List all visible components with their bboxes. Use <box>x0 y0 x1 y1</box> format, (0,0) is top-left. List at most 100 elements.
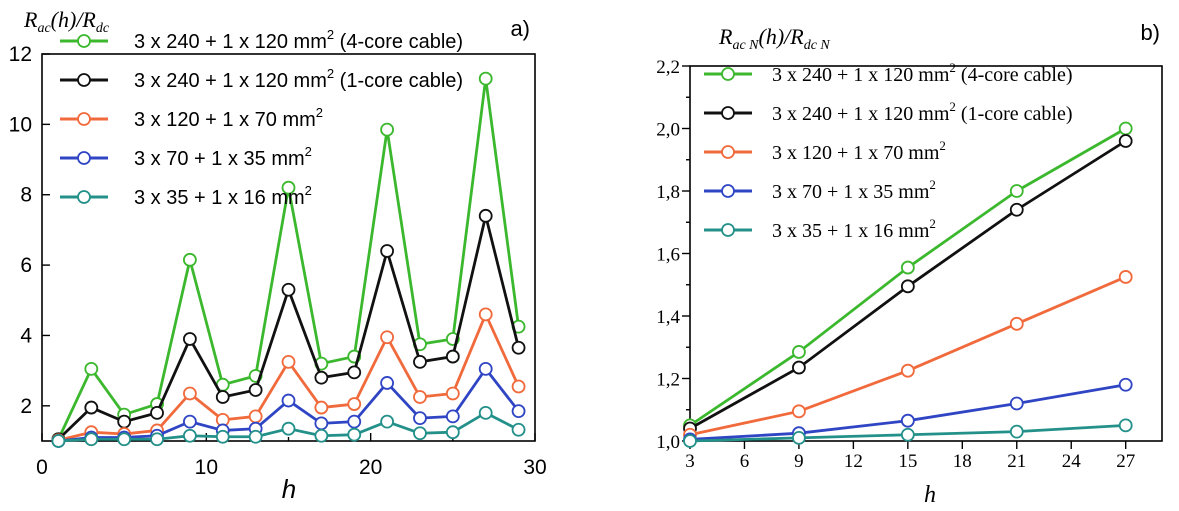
y-tick-label: 1,2 <box>656 370 680 391</box>
chart-panel-b: 3 6 9 12 15 18 21 24 27 1,0 1,2 1,4 1,6 1,8 2,0 2,2 Rac … <box>656 20 1163 508</box>
x-tick-label: 27 <box>1116 451 1135 472</box>
data-point <box>1118 134 1133 148</box>
data-point <box>445 409 460 424</box>
legend-swatch-marker <box>77 190 91 204</box>
data-point <box>1118 418 1133 433</box>
data-point <box>314 416 329 431</box>
data-point <box>51 434 66 448</box>
legend-label-tail: (4-core cable) <box>956 64 1073 86</box>
x-tick-label: 9 <box>794 451 804 472</box>
legend-label-main: 3 x 240 + 1 x 120 mm <box>134 31 327 53</box>
legend-label: 3 x 240 + 1 x 120 mm2 (4-core cable) <box>772 60 1073 86</box>
legend-label-sup: 2 <box>929 216 936 231</box>
y-label-r1: R <box>23 7 38 32</box>
data-point <box>347 365 362 380</box>
data-point <box>792 360 806 375</box>
data-point <box>314 428 329 443</box>
y-axis-label: Rac(h)/Rdc <box>23 7 110 36</box>
legend-label-sup: 2 <box>305 144 312 159</box>
legend-label: 3 x 35 + 1 x 16 mm2 <box>134 183 312 209</box>
data-point <box>248 383 263 397</box>
data-point <box>413 354 427 369</box>
legend-label: 3 x 120 + 1 x 70 mm2 <box>772 138 946 164</box>
data-point <box>792 404 806 419</box>
data-point <box>281 354 296 369</box>
data-point <box>900 279 915 294</box>
data-point <box>900 363 915 378</box>
y-label-mid: (h)/R <box>51 7 97 32</box>
legend-label: 3 x 70 + 1 x 35 mm2 <box>134 144 312 170</box>
y-tick-label: 2,0 <box>656 120 680 141</box>
y-tick-label: 2 <box>20 395 32 418</box>
y-label-r1: R <box>718 24 733 49</box>
data-point <box>380 414 395 429</box>
data-point <box>281 282 296 297</box>
legend-label-sup: 2 <box>949 99 956 114</box>
y-tick-label: 10 <box>9 113 32 136</box>
data-point <box>511 422 526 437</box>
data-point <box>1118 270 1133 284</box>
data-point <box>215 429 230 444</box>
legend-label-sup: 2 <box>327 27 334 42</box>
data-point <box>445 386 460 401</box>
y-tick-label: 2,2 <box>656 57 680 78</box>
legend-label-sup: 2 <box>929 177 936 192</box>
legend-swatch-marker <box>721 67 735 81</box>
data-point <box>150 405 164 420</box>
x-tick-label: 20 <box>359 456 382 479</box>
x-tick-label: 6 <box>740 451 750 472</box>
legend-swatch-marker <box>77 151 91 165</box>
legend-label-main: 3 x 240 + 1 x 120 mm <box>772 103 950 125</box>
legend-label-main: 3 x 70 + 1 x 35 mm <box>134 148 305 170</box>
data-point <box>248 409 263 424</box>
data-point <box>478 405 493 420</box>
legend-label: 3 x 240 + 1 x 120 mm2 (4-core cable) <box>134 27 463 53</box>
data-point <box>380 244 395 258</box>
data-point <box>84 432 99 447</box>
data-point <box>792 345 806 359</box>
x-axis-label: h <box>924 482 936 508</box>
data-point <box>900 260 915 275</box>
legend-swatch-marker <box>77 73 91 87</box>
data-point <box>478 307 493 322</box>
data-point <box>117 432 132 447</box>
legend-label: 3 x 120 + 1 x 70 mm2 <box>134 105 323 131</box>
data-point <box>478 361 493 376</box>
data-point <box>511 340 526 355</box>
legend-label-main: 3 x 120 + 1 x 70 mm <box>772 142 940 164</box>
legend-swatch-marker <box>721 106 735 120</box>
data-point <box>117 414 132 429</box>
legend-label: 3 x 35 + 1 x 16 mm2 <box>772 216 936 242</box>
data-point <box>1009 396 1024 411</box>
data-point <box>413 390 427 404</box>
y-label-sub1: ac <box>37 21 51 36</box>
data-point <box>413 426 427 441</box>
data-point <box>511 379 526 394</box>
data-point <box>314 400 329 415</box>
legend-swatch-marker <box>77 34 91 48</box>
legend-label: 3 x 240 + 1 x 120 mm2 (1-core cable) <box>134 66 463 92</box>
panel-label: b) <box>1140 20 1160 45</box>
legend-label-sup: 2 <box>316 105 323 120</box>
data-point <box>511 404 526 418</box>
data-point <box>182 332 197 346</box>
data-point <box>478 71 493 86</box>
data-point <box>1009 316 1024 331</box>
panel-label: a) <box>510 16 530 41</box>
data-point <box>683 434 697 448</box>
y-tick-label: 12 <box>9 43 32 66</box>
y-label-sub1: ac N <box>732 38 759 53</box>
y-tick-label: 8 <box>20 184 32 207</box>
legend-label-main: 3 x 35 + 1 x 16 mm <box>772 220 930 242</box>
data-point <box>347 397 362 411</box>
data-point <box>182 386 197 401</box>
data-point <box>792 430 806 445</box>
data-point <box>445 425 460 440</box>
legend-label-main: 3 x 35 + 1 x 16 mm <box>134 187 305 209</box>
data-point <box>413 411 427 426</box>
y-axis-label: Rac N(h)/Rdc N <box>718 24 830 53</box>
legend-label-tail: (4-core cable) <box>334 31 463 53</box>
data-point <box>900 413 915 428</box>
data-point <box>248 429 263 444</box>
legend-swatch-marker <box>77 112 91 126</box>
